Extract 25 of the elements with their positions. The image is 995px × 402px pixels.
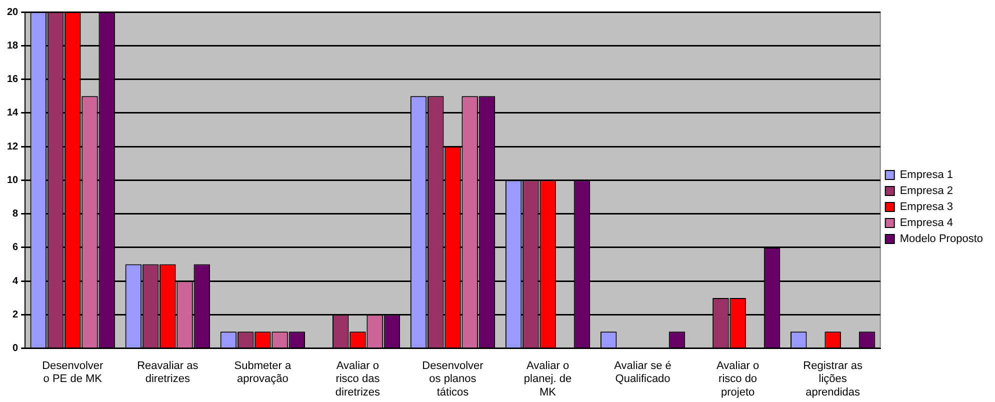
x-tick-label: Avaliar se é Qualificado [614,360,672,386]
legend-label: Empresa 4 [900,217,954,230]
y-tick-label: 0 [12,343,19,354]
y-tick-label: 6 [12,242,19,254]
y-tick-label: 20 [7,6,19,18]
y-tick-label: 4 [12,276,19,287]
x-tick-label: Reavaliar as diretrizes [137,360,199,386]
y-tick-label: 18 [7,40,19,52]
y-tick-label: 12 [7,141,19,152]
x-tick-label: Desenvolver os planos táticos [422,360,484,398]
y-tick-label: 8 [12,208,19,220]
y-tick-label: 2 [12,310,19,321]
x-tick-label: Registrar as lições aprendidas [803,360,863,398]
legend-label: Empresa 2 [900,185,954,198]
legend-label: Empresa 1 [900,169,954,182]
x-tick-label: Avaliar o risco do projeto [716,360,760,398]
x-tick-label: Desenvolver o PE de MK [42,360,104,386]
y-tick-label: 14 [7,108,19,119]
x-tick-label: Avaliar o planej. de MK [524,360,572,398]
y-tick-label: 10 [7,174,19,186]
legend-label: Empresa 3 [900,201,954,214]
x-tick-label: Avaliar o risco das diretrizes [335,360,381,398]
x-tick-label: Submeter a aprovação [234,360,292,386]
legend-label: Modelo Proposto [900,233,984,246]
y-tick-label: 16 [7,74,19,86]
